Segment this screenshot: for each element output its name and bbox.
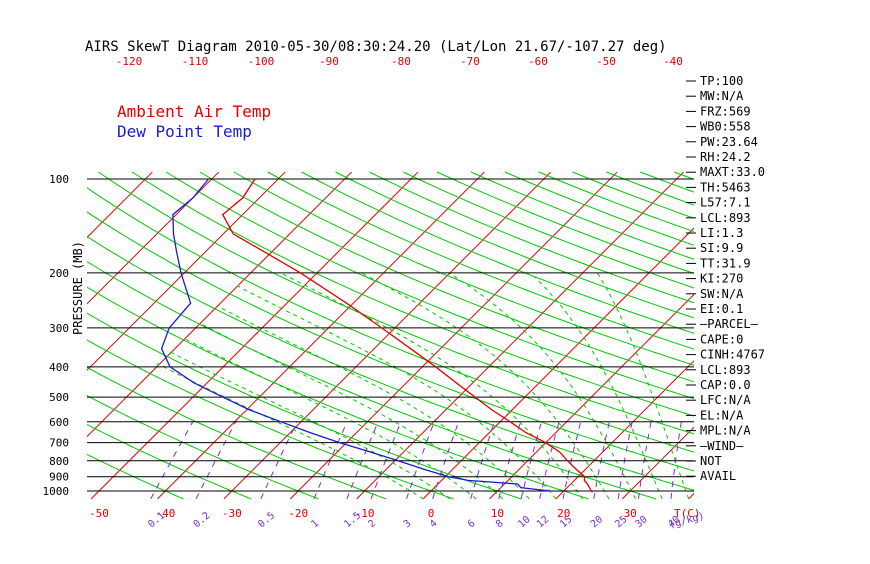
index-entry: WB0:558 [700, 120, 751, 134]
isotherm-line [0, 172, 20, 499]
dry-adiabat-line [403, 172, 870, 499]
index-entry: L57:7.1 [700, 196, 751, 210]
isotherm-line [0, 172, 219, 499]
index-entry: LCL:893 [700, 363, 751, 377]
top-temp-tick-label: -110 [182, 55, 209, 68]
mixing-ratio-label: 2 [366, 518, 378, 530]
mixing-ratio-label: 0.2 [192, 510, 213, 530]
mixing-ratio-label: 10 [516, 514, 532, 530]
moist-adiabat-line [449, 273, 636, 499]
dry-adiabat-line [200, 172, 870, 499]
y-tick-label: 500 [49, 391, 69, 404]
y-tick-label: 400 [49, 361, 69, 374]
index-entry: LCL:893 [700, 211, 751, 225]
index-entry: EL:N/A [700, 408, 744, 422]
dry-adiabat-line [640, 172, 870, 499]
index-entry: TP:100 [700, 74, 743, 88]
index-entry: CAP:0.0 [700, 378, 751, 392]
dry-adiabat-line [471, 172, 870, 499]
index-entry: MPL:N/A [700, 424, 751, 438]
isotherm-line [91, 172, 418, 499]
dry-adiabat-line [0, 172, 386, 499]
index-entry: CINH:4767 [700, 348, 765, 362]
index-entry: KI:270 [700, 272, 743, 286]
chart-title: AIRS SkewT Diagram 2010-05-30/08:30:24.2… [85, 39, 667, 55]
top-temp-tick-label: -120 [116, 55, 143, 68]
isotherm-line [755, 172, 870, 499]
isotherm-line [224, 172, 551, 499]
y-tick-label: 900 [49, 471, 69, 484]
index-entry: TH:5463 [700, 180, 751, 194]
legend-entry-ambient-air-temp: Ambient Air Temp [117, 102, 271, 121]
dry-adiabat-line [166, 172, 870, 499]
index-entry: CAPE:0 [700, 332, 743, 346]
bottom-temp-tick-label: -50 [89, 507, 109, 520]
y-tick-label: 700 [49, 437, 69, 450]
index-entry: MW:N/A [700, 89, 744, 103]
index-entry: SI:9.9 [700, 241, 743, 255]
index-entry: EI:0.1 [700, 302, 743, 316]
isotherm-line [0, 172, 285, 499]
y-tick-label: 200 [49, 267, 69, 280]
mixing-ratio-label: 20 [589, 514, 605, 530]
y-tick-label: 100 [49, 173, 69, 186]
top-temp-tick-label: -50 [596, 55, 616, 68]
legend-entry-dew-point-temp: Dew Point Temp [117, 122, 252, 141]
index-entry: —WIND— [700, 439, 744, 453]
index-entry: —PARCEL— [700, 317, 759, 331]
isotherm-line [290, 172, 617, 499]
top-temp-tick-label: -40 [663, 55, 683, 68]
index-entry: LFC:N/A [700, 393, 751, 407]
mixing-ratio-label: 6 [466, 518, 478, 530]
top-temp-tick-label: -90 [319, 55, 339, 68]
legend: Ambient Air Temp Dew Point Temp [117, 102, 271, 141]
index-entry: LI:1.3 [700, 226, 743, 240]
isotherm-line [357, 172, 684, 499]
y-axis-label: PRESSURE (MB) [71, 241, 85, 335]
dry-adiabat-line [268, 172, 870, 499]
index-entry: SW:N/A [700, 287, 744, 301]
y-tick-label: 600 [49, 416, 69, 429]
index-entry: RH:24.2 [700, 150, 751, 164]
index-entry: TT:31.9 [700, 256, 751, 270]
index-entry: AVAIL [700, 469, 736, 483]
y-tick-label: 1000 [43, 485, 70, 498]
y-tick-label: 800 [49, 455, 69, 468]
mixing-ratio-label: 4 [428, 518, 440, 530]
top-temp-tick-label: -100 [248, 55, 275, 68]
bottom-temp-tick-label: -20 [288, 507, 308, 520]
dewpoint-profile [162, 179, 551, 491]
mixing-ratio-label: 3 [402, 518, 414, 530]
mixing-ratio-label: 12 [535, 514, 551, 530]
top-temp-tick-label: -70 [460, 55, 480, 68]
index-entry: MAXT:33.0 [700, 165, 765, 179]
top-temp-tick-label: -80 [391, 55, 411, 68]
bottom-temp-tick-label: -30 [222, 507, 242, 520]
index-entry: FRZ:569 [700, 104, 751, 118]
y-tick-label: 300 [49, 322, 69, 335]
dry-adiabat-line [0, 172, 589, 499]
mixing-ratio-label: 1 [309, 518, 321, 530]
index-entry: PW:23.64 [700, 135, 758, 149]
dry-adiabat-line [0, 172, 184, 499]
index-entry: NOT [700, 454, 722, 468]
profile-layer [162, 179, 593, 492]
mixing-ratio-label: 0.5 [256, 510, 277, 530]
top-temp-tick-label: -60 [528, 55, 548, 68]
